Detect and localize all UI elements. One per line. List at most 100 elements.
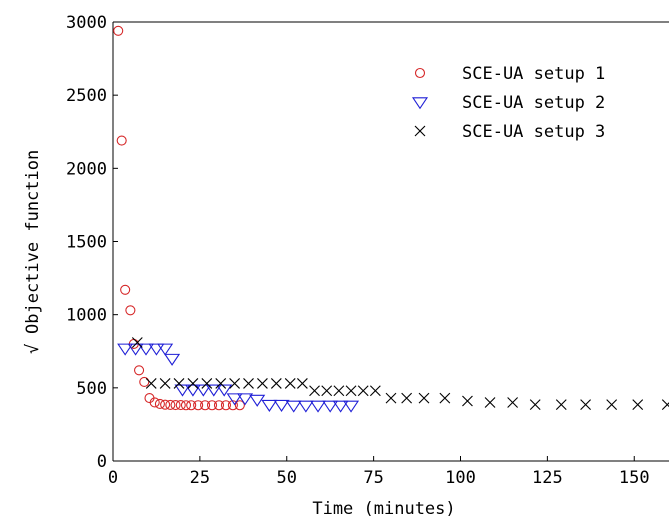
legend-marker [411, 97, 429, 110]
data-point [439, 392, 451, 404]
x-tick-label: 50 [277, 468, 297, 488]
data-point [484, 397, 496, 408]
data-point [195, 384, 212, 397]
data-point [173, 378, 185, 389]
series-1 [113, 25, 245, 411]
data-point [174, 384, 191, 397]
data-point [234, 400, 245, 411]
data-point [201, 378, 213, 389]
data-point [175, 400, 186, 411]
y-tick-label: 2500 [66, 86, 107, 106]
x-tick-label: 25 [190, 468, 210, 488]
data-point [357, 385, 369, 397]
data-point [149, 397, 160, 408]
data-point [206, 400, 218, 411]
x-tick-label: 150 [619, 468, 650, 488]
data-point [186, 400, 197, 411]
x-axis-title: Time (minutes) [312, 499, 455, 519]
data-point [216, 384, 233, 397]
data-point [385, 392, 397, 404]
data-point [180, 400, 192, 411]
data-point [243, 378, 254, 389]
data-point [200, 400, 211, 411]
data-point [117, 343, 134, 356]
data-point [273, 399, 290, 412]
data-point [157, 343, 174, 356]
data-point [165, 399, 176, 411]
y-axis-title-group: √ Objective function [23, 150, 43, 354]
data-point [125, 305, 136, 316]
data-point [401, 392, 413, 404]
legend-item: SCE-UA setup 1 [414, 64, 605, 84]
data-point [418, 392, 430, 404]
series-3 [131, 337, 669, 411]
legend-label: SCE-UA setup 2 [462, 93, 605, 113]
x-tick-label: 100 [445, 468, 476, 488]
data-point [170, 400, 181, 411]
data-point [580, 399, 591, 411]
x-tick-label: 125 [532, 468, 563, 488]
data-point [333, 385, 345, 397]
data-point [309, 400, 327, 413]
data-point [145, 378, 157, 389]
data-point [345, 385, 357, 397]
legend-label: SCE-UA setup 3 [462, 122, 605, 142]
data-point [164, 353, 181, 366]
series-2 [117, 343, 360, 413]
data-point [120, 284, 131, 295]
data-point [606, 399, 618, 411]
data-point [160, 399, 171, 410]
y-ticks: 0 500 1000 1500 2000 2500 3000 [66, 13, 118, 472]
data-point [154, 398, 165, 409]
data-point [296, 378, 308, 389]
y-tick-label: 1000 [66, 306, 107, 326]
legend-marker [414, 67, 426, 79]
data-point [215, 378, 227, 389]
data-point [184, 384, 201, 397]
data-point [205, 384, 222, 397]
y-tick-label: 2000 [66, 159, 107, 179]
data-point [139, 376, 150, 388]
y-tick-label: 500 [76, 379, 107, 399]
y-tick-label: 1500 [66, 233, 107, 253]
data-point [284, 378, 296, 389]
data-point [229, 378, 241, 389]
legend: SCE-UA setup 1 SCE-UA setup 2 SCE-UA setup… [411, 64, 605, 142]
y-axis-title: Objective function [23, 150, 43, 334]
data-point [113, 25, 124, 36]
x-tick-label: 75 [363, 468, 383, 488]
data-point [285, 400, 302, 413]
plot-area [112, 21, 669, 462]
data-point [507, 397, 519, 408]
data-point [343, 400, 360, 413]
x-tick-label: 0 [108, 468, 118, 488]
data-point [257, 378, 268, 389]
data-point [227, 400, 238, 411]
data-point [297, 400, 314, 413]
data-point [462, 395, 473, 407]
data-point [137, 343, 155, 356]
data-point [270, 378, 282, 389]
data-series [113, 25, 669, 413]
legend-item: SCE-UA setup 3 [414, 122, 605, 142]
data-point [555, 399, 567, 411]
data-point [309, 385, 320, 397]
data-point [187, 378, 199, 389]
data-point [131, 337, 143, 348]
data-point [369, 385, 381, 397]
data-point [116, 135, 127, 146]
data-point [148, 343, 165, 356]
legend-item: SCE-UA setup 2 [411, 93, 605, 113]
data-point [322, 400, 339, 413]
y-tick-label: 3000 [66, 13, 107, 33]
data-point [220, 400, 231, 411]
data-point [213, 400, 225, 411]
data-point [661, 399, 669, 411]
y-axis-title-prefix: √ [23, 344, 43, 354]
data-point [226, 393, 243, 406]
y-tick-label: 0 [97, 452, 107, 472]
data-point [321, 385, 333, 397]
data-point [237, 393, 254, 406]
data-point [261, 399, 278, 412]
